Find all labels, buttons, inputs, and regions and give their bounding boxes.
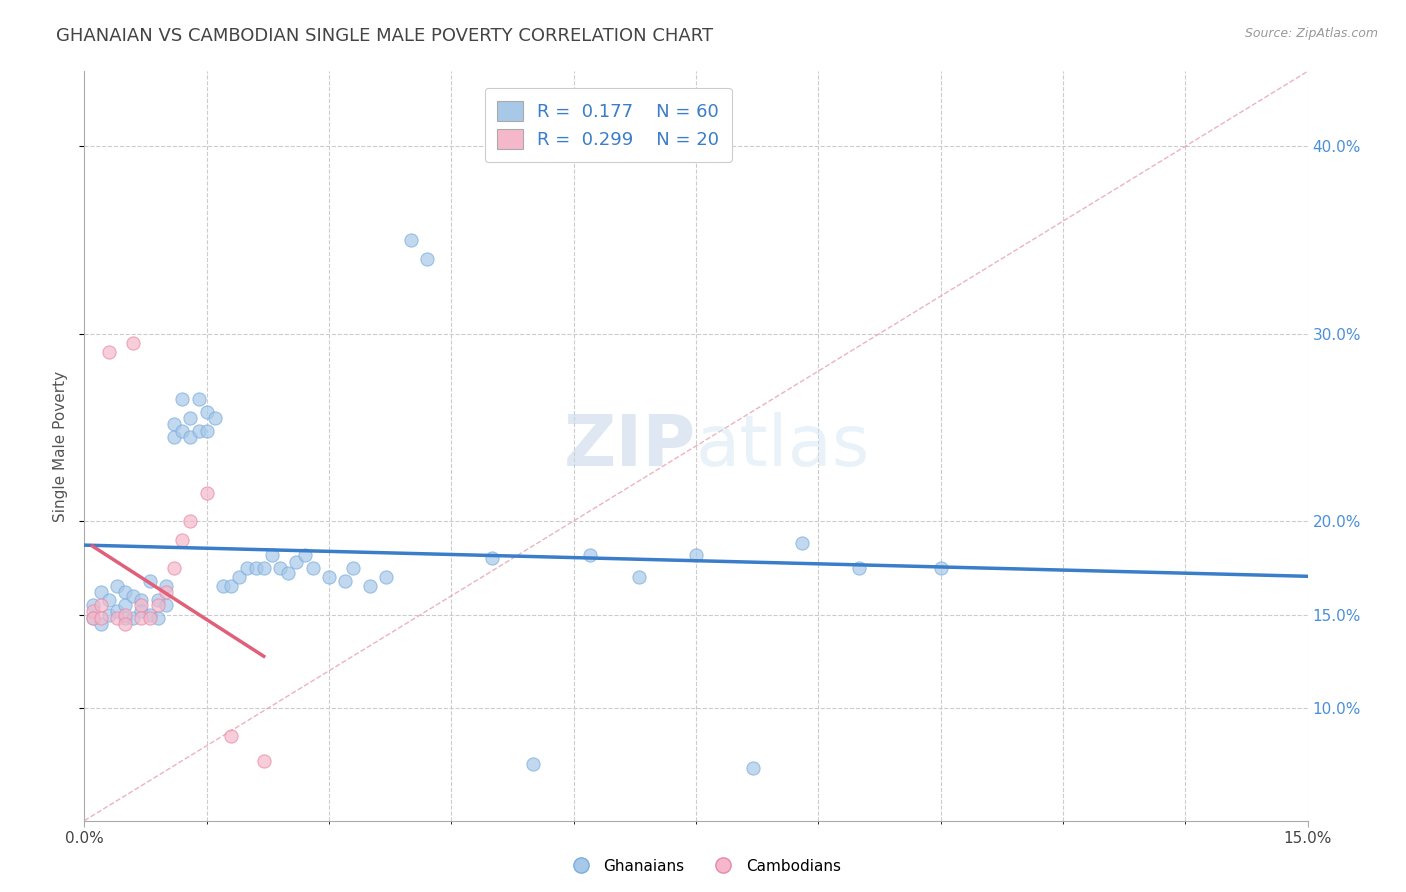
Point [172,424,194,438]
Point [97,345,120,359]
Point [114,585,136,599]
Point [82,604,104,618]
Point [260,548,283,562]
Point [285,555,308,569]
Point [685,548,707,562]
Point [114,611,136,625]
Text: atlas: atlas [696,411,870,481]
Point [416,252,439,266]
Point [90,617,112,632]
Point [342,561,364,575]
Point [195,424,218,438]
Point [90,599,112,613]
Legend: R =  0.177    N = 60, R =  0.299    N = 20: R = 0.177 N = 60, R = 0.299 N = 20 [485,88,731,162]
Point [195,405,218,419]
Point [277,566,299,581]
Text: GHANAIAN VS CAMBODIAN SINGLE MALE POVERTY CORRELATION CHART: GHANAIAN VS CAMBODIAN SINGLE MALE POVERT… [56,27,713,45]
Y-axis label: Single Male Poverty: Single Male Poverty [53,370,69,522]
Point [253,561,276,575]
Point [269,561,291,575]
Point [105,611,128,625]
Point [122,611,145,625]
Point [187,392,209,407]
Text: ZIP: ZIP [564,411,696,481]
Point [195,486,218,500]
Point [742,761,765,775]
Point [481,551,503,566]
Point [172,533,194,547]
Point [375,570,398,584]
Point [163,430,186,444]
Point [228,570,250,584]
Point [204,411,226,425]
Point [929,561,952,575]
Point [114,607,136,622]
Point [187,424,209,438]
Point [114,599,136,613]
Point [146,611,169,625]
Point [179,430,201,444]
Legend: Ghanaians, Cambodians: Ghanaians, Cambodians [560,853,846,880]
Point [82,611,104,625]
Point [82,599,104,613]
Point [131,592,153,607]
Point [131,611,153,625]
Point [179,514,201,528]
Point [97,592,120,607]
Point [172,392,194,407]
Point [301,561,323,575]
Point [138,607,160,622]
Point [219,580,242,594]
Point [245,561,267,575]
Point [522,757,544,772]
Point [155,585,177,599]
Point [318,570,340,584]
Point [790,536,813,550]
Point [155,599,177,613]
Point [179,411,201,425]
Point [579,548,602,562]
Point [90,585,112,599]
Point [359,580,381,594]
Point [82,611,104,625]
Point [90,611,112,625]
Point [294,548,316,562]
Point [212,580,235,594]
Point [848,561,870,575]
Point [114,617,136,632]
Point [163,417,186,431]
Point [138,611,160,625]
Point [146,599,169,613]
Point [122,589,145,603]
Point [253,754,276,768]
Point [131,604,153,618]
Point [138,574,160,588]
Point [163,561,186,575]
Point [627,570,650,584]
Point [146,592,169,607]
Point [105,580,128,594]
Point [131,599,153,613]
Point [399,233,422,247]
Point [219,730,242,744]
Point [335,574,357,588]
Text: Source: ZipAtlas.com: Source: ZipAtlas.com [1244,27,1378,40]
Point [236,561,259,575]
Point [97,607,120,622]
Point [155,580,177,594]
Point [105,604,128,618]
Point [122,336,145,351]
